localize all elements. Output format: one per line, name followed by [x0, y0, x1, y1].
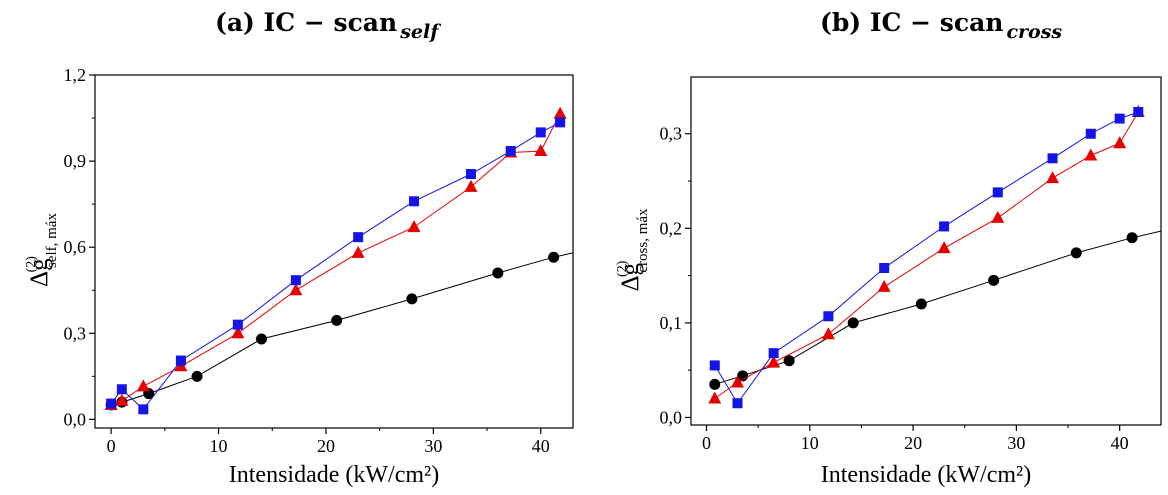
- y-tick-label-b-2: 0,2: [660, 218, 683, 238]
- y-axis-label-sub-a: self, máx: [44, 213, 60, 268]
- data-point-a-red-11: [553, 106, 567, 119]
- data-point-a-black-3: [191, 370, 203, 382]
- x-tick-label-a-2: 20: [317, 436, 335, 456]
- data-point-b-blue-9: [1114, 113, 1125, 124]
- data-point-b-red-9: [1113, 136, 1127, 149]
- series-a-black: [105, 251, 573, 411]
- series-a-red: [104, 106, 567, 411]
- data-point-b-blue-2: [768, 348, 779, 359]
- data-point-b-red-7: [1046, 171, 1060, 184]
- data-point-b-blue-6: [992, 187, 1003, 198]
- data-point-a-blue-5: [290, 275, 301, 286]
- y-tick-label-b-1: 0,1: [660, 313, 683, 333]
- data-point-a-blue-9: [505, 146, 516, 157]
- y-tick-label-a-0: 0,0: [64, 409, 87, 429]
- x-tick-label-b-3: 30: [1007, 433, 1025, 453]
- x-tick-label-a-3: 30: [424, 436, 442, 456]
- y-axis-label-base-a: Δg: [26, 258, 53, 287]
- series-b-blue: [709, 106, 1144, 409]
- data-point-a-blue-8: [465, 169, 476, 180]
- data-point-a-black-8: [548, 251, 560, 263]
- x-tick-label-a-0: 0: [107, 436, 116, 456]
- series-line-b-black: [714, 230, 1161, 385]
- data-point-b-blue-3: [823, 311, 834, 322]
- data-point-a-red-7: [407, 220, 421, 233]
- data-point-a-black-4: [255, 333, 267, 345]
- y-axis-label-sup-a: (2): [24, 256, 39, 273]
- series-line-a-black: [110, 252, 573, 406]
- x-axis-label-a: Intensidade (kW/cm²): [229, 462, 439, 488]
- y-axis-label-a: Δg(2) self, máx: [24, 213, 60, 287]
- data-point-b-red-5: [937, 241, 951, 254]
- panel-b-title: (b) IC − scan cross: [820, 8, 1062, 43]
- data-point-a-black-7: [492, 267, 504, 279]
- y-tick-label-a-3: 0,9: [64, 151, 87, 171]
- data-point-b-black-6: [1070, 247, 1082, 259]
- data-point-a-blue-11: [555, 117, 566, 128]
- y-axis-label-sup-b: (2): [615, 260, 630, 277]
- x-tick-label-a-1: 10: [210, 436, 228, 456]
- data-point-a-red-4: [231, 326, 245, 339]
- y-tick-label-b-3: 0,3: [660, 124, 683, 144]
- panel-b-title-main: (b) IC − scan: [820, 8, 1004, 37]
- data-point-a-blue-3: [175, 355, 186, 366]
- plot-frame-a: [94, 74, 574, 429]
- panel-b-title-sub: cross: [1006, 21, 1063, 43]
- series-a-blue: [106, 117, 566, 415]
- data-point-a-blue-10: [535, 127, 546, 138]
- data-point-a-black-6: [406, 293, 418, 305]
- x-axis-label-b: Intensidade (kW/cm²): [821, 462, 1031, 488]
- y-tick-label-a-1: 0,3: [64, 323, 87, 343]
- data-point-b-red-1: [730, 375, 744, 388]
- data-point-b-black-0: [709, 378, 721, 390]
- data-point-b-red-2: [767, 355, 781, 368]
- data-point-a-black-5: [331, 314, 343, 326]
- y-axis-label-sub-b: cross, máx: [635, 208, 651, 273]
- data-point-b-red-4: [877, 279, 891, 292]
- data-point-a-red-2: [136, 379, 150, 392]
- data-point-b-red-6: [991, 210, 1005, 223]
- data-point-b-black-3: [847, 317, 859, 329]
- data-point-a-red-5: [289, 283, 303, 296]
- data-point-b-red-3: [821, 327, 835, 340]
- x-tick-label-b-4: 40: [1111, 433, 1129, 453]
- data-point-a-red-6: [351, 245, 365, 258]
- data-point-b-blue-7: [1047, 153, 1058, 164]
- y-axis-label-base-b: Δg: [617, 262, 644, 291]
- data-point-b-blue-10: [1133, 106, 1144, 117]
- data-point-b-blue-0: [709, 360, 720, 371]
- data-point-b-blue-4: [879, 263, 890, 274]
- x-tick-label-b-2: 20: [904, 433, 922, 453]
- data-point-b-blue-8: [1085, 128, 1096, 139]
- data-point-a-red-8: [464, 179, 478, 192]
- data-point-a-blue-6: [353, 232, 364, 243]
- data-point-b-black-5: [988, 274, 1000, 286]
- x-tick-label-b-1: 10: [801, 433, 819, 453]
- data-point-a-blue-4: [232, 319, 243, 330]
- data-point-a-blue-2: [138, 404, 149, 415]
- data-point-b-black-4: [915, 298, 927, 310]
- data-point-b-black-7: [1126, 232, 1138, 244]
- data-point-a-blue-0: [106, 398, 117, 409]
- panel-a-title-sub: self: [400, 21, 439, 43]
- plot-frame-b: [690, 76, 1162, 426]
- x-tick-label-b-0: 0: [702, 433, 711, 453]
- data-point-a-red-10: [534, 144, 548, 157]
- data-point-b-blue-5: [939, 221, 950, 232]
- data-point-a-blue-1: [116, 384, 127, 395]
- data-point-a-blue-7: [409, 196, 420, 207]
- panel-a-title-main: (a) IC − scan: [215, 8, 398, 37]
- data-point-b-blue-1: [732, 398, 743, 409]
- x-tick-label-a-4: 40: [532, 436, 550, 456]
- data-point-b-black-2: [783, 355, 795, 367]
- data-point-b-red-8: [1084, 148, 1098, 161]
- y-tick-label-a-4: 1,2: [64, 65, 87, 85]
- panel-a-title: (a) IC − scan self: [215, 8, 438, 43]
- data-point-a-red-1: [115, 393, 129, 406]
- y-tick-label-a-2: 0,6: [64, 237, 87, 257]
- y-tick-label-b-0: 0,0: [660, 407, 683, 427]
- y-axis-label-b: Δg(2) cross, máx: [615, 208, 651, 292]
- data-point-b-red-0: [708, 391, 722, 404]
